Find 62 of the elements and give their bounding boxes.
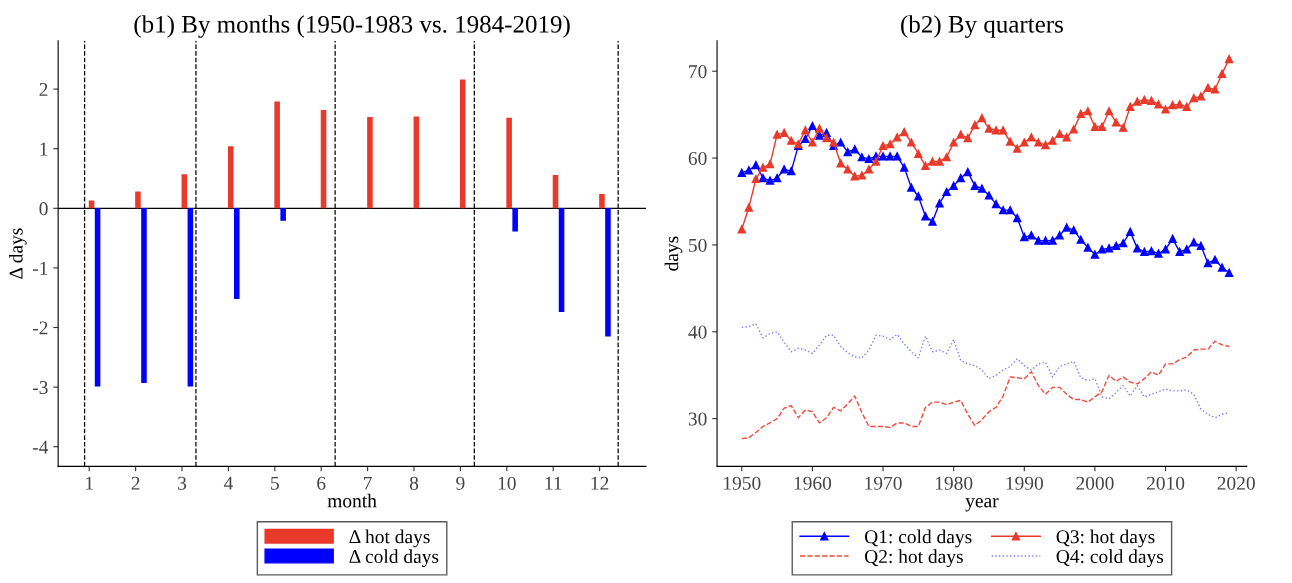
legend-label: Q2: hot days — [864, 549, 963, 568]
x-tick-label: 1 — [86, 476, 93, 490]
bar — [459, 79, 466, 209]
bar — [233, 208, 240, 299]
legend-label: Q1: cold days — [864, 529, 972, 548]
x-tick-label: 4 — [223, 476, 233, 490]
x-tick-label: 7 — [364, 476, 372, 490]
x-tick-label: 1980 — [935, 476, 973, 490]
bar — [367, 117, 373, 209]
bar — [135, 191, 141, 209]
y-tick-label: 50 — [689, 238, 707, 252]
bar — [605, 208, 611, 337]
line-series — [741, 340, 1230, 440]
x-tick-label: 2000 — [1076, 476, 1114, 490]
x-tick-label: 9 — [456, 476, 465, 490]
bar — [94, 208, 101, 387]
chart-title: (b1) By months (1950-1983 vs. 1984-2019) — [134, 15, 570, 38]
bar — [187, 208, 194, 387]
bar — [280, 208, 286, 221]
bar — [506, 117, 512, 209]
x-tick-label: 1990 — [1006, 476, 1043, 490]
x-tick-label: 2 — [131, 476, 140, 490]
y-tick-label: 70 — [689, 65, 707, 79]
x-tick-label: 1950 — [724, 476, 761, 490]
x-tick-label: 5 — [271, 476, 279, 490]
x-tick-label: 10 — [498, 476, 516, 490]
y-tick-label: 1 — [40, 142, 48, 156]
bar — [227, 146, 234, 209]
bar — [599, 194, 605, 209]
legend-label: Q4: cold days — [1056, 549, 1164, 568]
x-tick-label: 6 — [317, 476, 326, 490]
y-tick-label: -3 — [32, 380, 48, 395]
y-tick-label: -2 — [32, 321, 48, 335]
x-tick-label: 1970 — [865, 476, 902, 490]
bar — [274, 101, 280, 209]
x-tick-label: 12 — [591, 476, 609, 490]
x-axis-title: year — [965, 498, 999, 512]
legend-label: Q3: hot days — [1056, 529, 1155, 548]
y-tick-label: -1 — [32, 261, 48, 275]
legend-label: Δ cold days — [349, 549, 439, 568]
y-tick-label: 60 — [688, 151, 707, 165]
bar — [558, 208, 565, 313]
x-tick-label: 2010 — [1146, 476, 1185, 490]
x-tick-label: 2020 — [1217, 476, 1255, 490]
chart-title: (b2) By quarters — [901, 15, 1063, 38]
y-tick-label: 2 — [39, 82, 48, 96]
y-tick-label: 30 — [688, 412, 707, 426]
x-tick-label: 3 — [178, 476, 187, 490]
x-tick-label: 8 — [409, 476, 419, 490]
x-tick-label: 1960 — [794, 476, 832, 490]
legend-label: Δ hot days — [349, 529, 430, 548]
y-tick-label: 0 — [39, 202, 48, 216]
bar — [512, 208, 518, 232]
y-axis-title: Δ days — [8, 228, 27, 279]
bar — [141, 208, 147, 383]
line-series — [741, 323, 1230, 419]
x-tick-label: 11 — [545, 476, 562, 490]
y-tick-label: -4 — [32, 440, 49, 454]
y-axis-title: days — [664, 236, 683, 271]
y-tick-label: 40 — [688, 325, 707, 339]
x-axis-title: month — [327, 493, 377, 508]
bar — [181, 174, 188, 209]
